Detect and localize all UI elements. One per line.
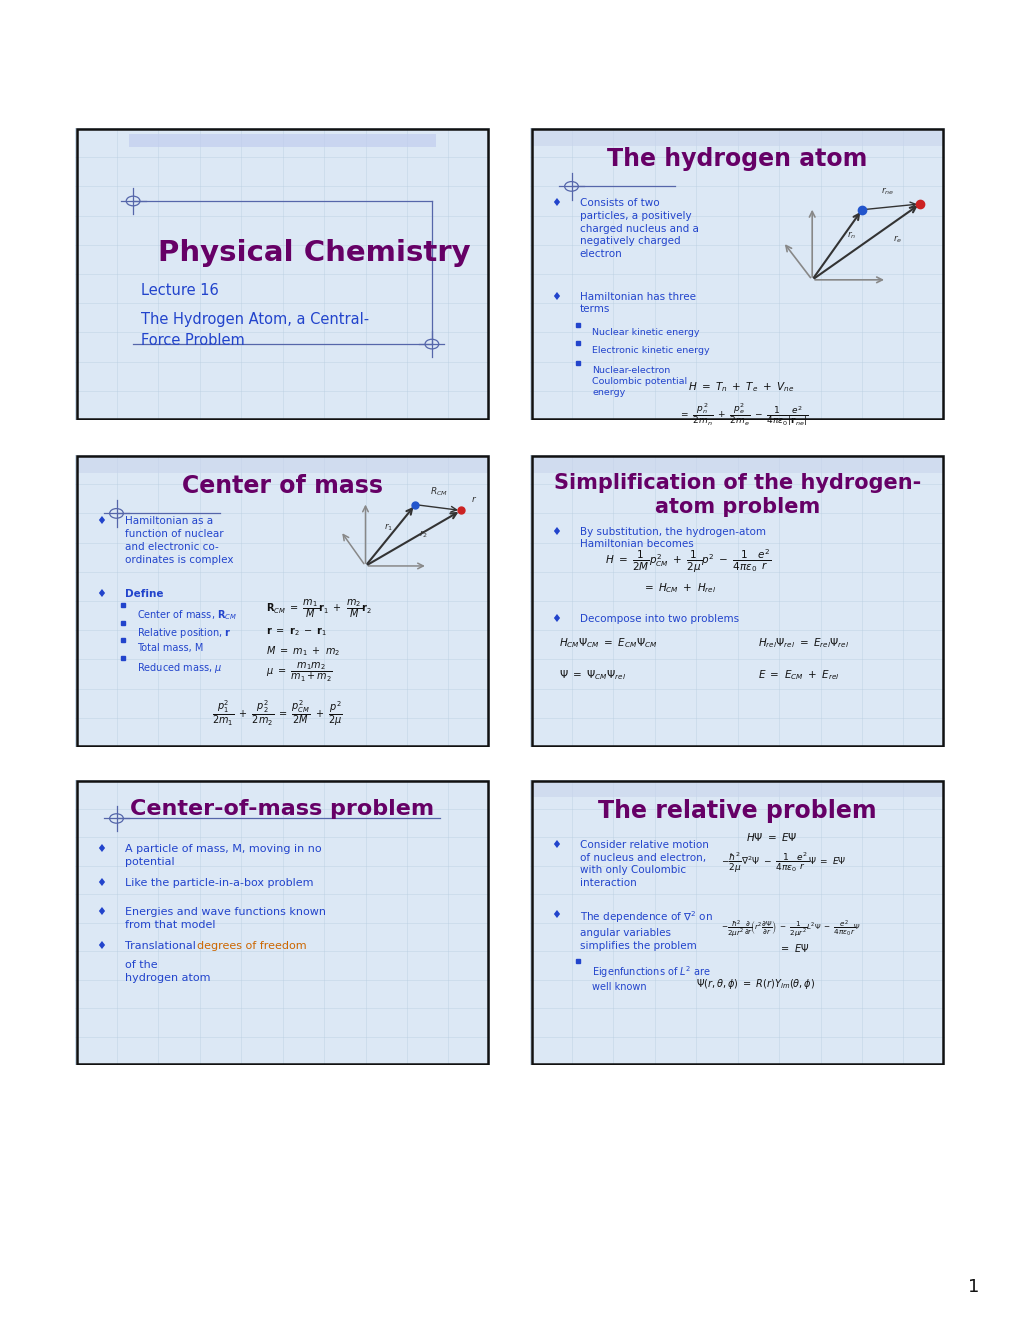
Text: The dependence of $\nabla^2$ on
angular variables
simplifies the problem: The dependence of $\nabla^2$ on angular … bbox=[579, 909, 712, 952]
Text: ♦: ♦ bbox=[550, 909, 560, 920]
Text: The hydrogen atom: The hydrogen atom bbox=[606, 147, 867, 172]
Text: Relative position, $\mathbf{r}$: Relative position, $\mathbf{r}$ bbox=[138, 626, 231, 640]
Text: Simplification of the hydrogen-
atom problem: Simplification of the hydrogen- atom pro… bbox=[553, 473, 920, 516]
Text: Center-of-mass problem: Center-of-mass problem bbox=[130, 799, 434, 818]
Text: Like the particle-in-a-box problem: Like the particle-in-a-box problem bbox=[124, 878, 313, 888]
Text: $\mu\ =\ \dfrac{m_1 m_2}{m_1+m_2}$: $\mu\ =\ \dfrac{m_1 m_2}{m_1+m_2}$ bbox=[266, 661, 332, 684]
Text: Electronic kinetic energy: Electronic kinetic energy bbox=[592, 346, 709, 355]
Text: Hamiltonian as a
function of nuclear
and electronic co-
ordinates is complex: Hamiltonian as a function of nuclear and… bbox=[124, 516, 233, 565]
Text: Nuclear kinetic energy: Nuclear kinetic energy bbox=[592, 327, 699, 337]
Text: $H_{rel}\Psi_{rel}\ =\ E_{rel}\Psi_{rel}$: $H_{rel}\Psi_{rel}\ =\ E_{rel}\Psi_{rel}… bbox=[757, 636, 849, 651]
Text: $r_{ne}$: $r_{ne}$ bbox=[879, 186, 893, 197]
Text: A particle of mass, M, moving in no
potential: A particle of mass, M, moving in no pote… bbox=[124, 843, 321, 867]
Text: $\dfrac{p_1^2}{2m_1}\ +\ \dfrac{p_2^2}{2m_2}\ =\ \dfrac{p_{CM}^2}{2M}\ +\ \dfrac: $\dfrac{p_1^2}{2m_1}\ +\ \dfrac{p_2^2}{2… bbox=[212, 698, 342, 729]
Text: $\Psi(r,\theta,\phi)\ =\ R(r)Y_{lm}(\theta,\phi)$: $\Psi(r,\theta,\phi)\ =\ R(r)Y_{lm}(\the… bbox=[695, 977, 814, 991]
Bar bbox=[532, 457, 942, 473]
Text: Translational: Translational bbox=[124, 941, 199, 950]
Text: By substitution, the hydrogen-atom
Hamiltonian becomes: By substitution, the hydrogen-atom Hamil… bbox=[579, 527, 765, 549]
Text: $-\dfrac{\hbar^2}{2\mu}\nabla^2\Psi\ -\ \dfrac{1}{4\pi\varepsilon_0}\dfrac{e^2}{: $-\dfrac{\hbar^2}{2\mu}\nabla^2\Psi\ -\ … bbox=[720, 850, 846, 875]
Text: $E\ =\ E_{CM}\ +\ E_{rel}$: $E\ =\ E_{CM}\ +\ E_{rel}$ bbox=[757, 668, 839, 682]
Text: $=\ \dfrac{p_n^2}{2m_n}\ +\ \dfrac{p_e^2}{2m_e}\ -\ \dfrac{1}{4\pi\varepsilon_0}: $=\ \dfrac{p_n^2}{2m_n}\ +\ \dfrac{p_e^2… bbox=[679, 401, 808, 428]
Text: $M\ =\ m_1\ +\ m_2$: $M\ =\ m_1\ +\ m_2$ bbox=[266, 644, 339, 657]
Text: Center of mass, $\mathbf{R}_{CM}$: Center of mass, $\mathbf{R}_{CM}$ bbox=[138, 609, 237, 622]
Text: ♦: ♦ bbox=[96, 843, 106, 854]
Text: $=\ E\Psi$: $=\ E\Psi$ bbox=[779, 942, 808, 954]
Text: ♦: ♦ bbox=[96, 941, 106, 950]
Text: Decompose into two problems: Decompose into two problems bbox=[579, 614, 738, 624]
Text: $H\ =\ \dfrac{1}{2M}p_{CM}^2\ +\ \dfrac{1}{2\mu}p^2\ -\ \dfrac{1}{4\pi\varepsilo: $H\ =\ \dfrac{1}{2M}p_{CM}^2\ +\ \dfrac{… bbox=[604, 548, 770, 576]
Text: Energies and wave functions known
from that model: Energies and wave functions known from t… bbox=[124, 907, 325, 931]
Text: ♦: ♦ bbox=[96, 516, 106, 527]
Text: $H_{CM}\Psi_{CM}\ =\ E_{CM}\Psi_{CM}$: $H_{CM}\Psi_{CM}\ =\ E_{CM}\Psi_{CM}$ bbox=[558, 636, 657, 651]
Text: degrees of freedom: degrees of freedom bbox=[198, 941, 307, 950]
Text: $\Psi\ =\ \Psi_{CM}\Psi_{rel}$: $\Psi\ =\ \Psi_{CM}\Psi_{rel}$ bbox=[558, 668, 626, 682]
Text: ♦: ♦ bbox=[550, 527, 560, 536]
Text: $R_{CM}$: $R_{CM}$ bbox=[429, 486, 447, 498]
Bar bbox=[77, 457, 487, 473]
Text: Define: Define bbox=[124, 589, 163, 599]
Text: $-\dfrac{\hbar^2}{2\mu r^2}\dfrac{\partial}{\partial r}\!\left(r^2\dfrac{\partia: $-\dfrac{\hbar^2}{2\mu r^2}\dfrac{\parti… bbox=[720, 917, 860, 939]
Text: Consider relative motion
of nucleus and electron,
with only Coulombic
interactio: Consider relative motion of nucleus and … bbox=[579, 840, 708, 888]
Text: $\mathbf{r}\ =\ \mathbf{r}_2\ -\ \mathbf{r}_1$: $\mathbf{r}\ =\ \mathbf{r}_2\ -\ \mathbf… bbox=[266, 626, 327, 638]
Text: 1: 1 bbox=[967, 1278, 979, 1296]
Text: Center of mass: Center of mass bbox=[181, 474, 382, 498]
Text: of the
hydrogen atom: of the hydrogen atom bbox=[124, 960, 210, 983]
Text: ♦: ♦ bbox=[550, 292, 560, 301]
Text: Reduced mass, $\mu$: Reduced mass, $\mu$ bbox=[138, 661, 222, 675]
Text: ♦: ♦ bbox=[96, 589, 106, 599]
Text: The Hydrogen Atom, a Central-
Force Problem: The Hydrogen Atom, a Central- Force Prob… bbox=[142, 312, 369, 348]
Text: ♦: ♦ bbox=[96, 878, 106, 888]
Text: ♦: ♦ bbox=[550, 614, 560, 624]
Bar bbox=[532, 129, 942, 145]
Text: $r_n$: $r_n$ bbox=[847, 230, 856, 242]
Text: Physical Chemistry: Physical Chemistry bbox=[158, 239, 470, 267]
Bar bbox=[532, 781, 942, 797]
Text: Consists of two
particles, a positively
charged nucleus and a
negatively charged: Consists of two particles, a positively … bbox=[579, 198, 698, 259]
Text: The relative problem: The relative problem bbox=[597, 799, 876, 822]
Text: $r_1$: $r_1$ bbox=[384, 521, 393, 533]
Text: $H\Psi\ =\ E\Psi$: $H\Psi\ =\ E\Psi$ bbox=[745, 832, 797, 843]
Text: $r$: $r$ bbox=[471, 494, 477, 504]
Text: $\mathbf{R}_{CM}\ =\ \dfrac{m_1}{M}\mathbf{r}_1\ +\ \dfrac{m_2}{M}\mathbf{r}_2$: $\mathbf{R}_{CM}\ =\ \dfrac{m_1}{M}\math… bbox=[266, 597, 372, 619]
Text: ♦: ♦ bbox=[550, 840, 560, 850]
Text: Lecture 16: Lecture 16 bbox=[142, 282, 219, 298]
Text: $r_e$: $r_e$ bbox=[893, 234, 902, 246]
Bar bbox=[128, 133, 436, 147]
Text: ♦: ♦ bbox=[96, 907, 106, 917]
Text: $r_2$: $r_2$ bbox=[419, 529, 428, 540]
Text: Hamiltonian has three
terms: Hamiltonian has three terms bbox=[579, 292, 695, 314]
Text: $H\ =\ T_n\ +\ T_e\ +\ V_{ne}$: $H\ =\ T_n\ +\ T_e\ +\ V_{ne}$ bbox=[687, 380, 794, 395]
Text: $=\ H_{CM}\ +\ H_{rel}$: $=\ H_{CM}\ +\ H_{rel}$ bbox=[641, 581, 715, 595]
Text: Eigenfunctions of $L^2$ are
well known: Eigenfunctions of $L^2$ are well known bbox=[592, 964, 710, 993]
Text: ♦: ♦ bbox=[550, 198, 560, 209]
Text: Nuclear-electron
Coulombic potential
energy: Nuclear-electron Coulombic potential ene… bbox=[592, 366, 687, 397]
Text: Total mass, M: Total mass, M bbox=[138, 643, 204, 653]
